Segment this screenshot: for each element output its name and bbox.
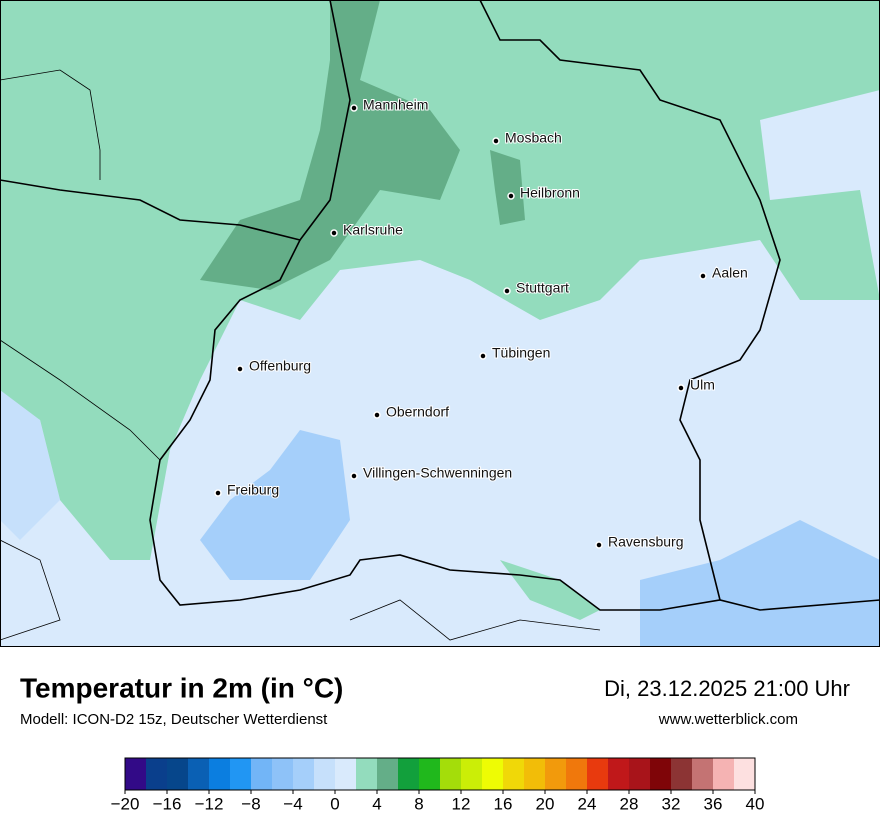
city-dot [373,411,381,419]
city-dot [214,489,222,497]
city-label: Offenburg [249,358,311,374]
colorbar-cell [314,758,336,790]
colorbar-cell [167,758,189,790]
colorbar-tick-label: 20 [536,794,555,813]
colorbar-cell [440,758,462,790]
colorbar-cell [377,758,399,790]
colorbar-tick-label: −8 [241,794,260,813]
city-label: Aalen [712,265,748,281]
colorbar-tick-label: 4 [372,794,381,813]
colorbar-tick-label: 36 [704,794,723,813]
colorbar-tick-label: 8 [414,794,423,813]
city-dot [595,541,603,549]
colorbar-cell [251,758,273,790]
colorbar-cell [209,758,231,790]
colorbar-cell [587,758,609,790]
title: Temperatur in 2m (in °C) [20,672,343,703]
city-dot [699,272,707,280]
colorbar-tick-label: 40 [746,794,765,813]
colorbar-cell [230,758,252,790]
colorbar-tick-label: 0 [330,794,339,813]
city-dot [330,229,338,237]
colorbar-tick-label: 24 [578,794,597,813]
colorbar-cell [419,758,441,790]
map [0,0,880,647]
colorbar-cell [188,758,210,790]
city-label: Heilbronn [520,185,580,201]
city-label: Mosbach [505,130,562,146]
colorbar-cell [566,758,588,790]
city-dot [479,352,487,360]
city-label: Ravensburg [608,534,684,550]
colorbar-cell [671,758,693,790]
colorbar-tick-label: 32 [662,794,681,813]
colorbar-cell [608,758,630,790]
colorbar-cell [146,758,168,790]
city-label: Oberndorf [386,404,449,420]
city-label: Ulm [690,377,715,393]
colorbar-cell [692,758,714,790]
colorbar-tick-label: 12 [452,794,471,813]
colorbar-cell [524,758,546,790]
city-label: Tübingen [492,345,550,361]
datetime: Di, 23.12.2025 21:00 Uhr [604,676,850,701]
colorbar-cell [545,758,567,790]
colorbar-cell [125,758,147,790]
city-dot [350,104,358,112]
colorbar-cell [713,758,735,790]
colorbar-cell [734,758,756,790]
city-dot [492,137,500,145]
colorbar: −20 −16 −12 −8 −4 0 4 8 12 16 20 24 28 32 36 40 [111,757,765,813]
website: www.wetterblick.com [658,711,798,728]
colorbar-tick-label: 16 [494,794,513,813]
colorbar-cell [461,758,483,790]
city-dot [677,384,685,392]
city-dot [503,287,511,295]
colorbar-tick-label: −20 [111,794,140,813]
city-dot [350,472,358,480]
colorbar-frame [124,757,756,791]
city-label: Freiburg [227,482,279,498]
colorbar-cell [503,758,525,790]
city-dot [507,192,515,200]
subtitle: Modell: ICON-D2 15z, Deutscher Wetterdie… [20,711,328,728]
colorbar-cell [293,758,315,790]
colorbar-tick-label: 28 [620,794,639,813]
colorbar-cell [629,758,651,790]
city-markers: Mannheim Mosbach Heilbronn Karlsruhe Stuttga… [214,96,749,551]
colorbar-cell [482,758,504,790]
city-label: Karlsruhe [343,222,403,238]
city-dot [236,365,244,373]
colorbar-cell [272,758,294,790]
colorbar-cell [650,758,672,790]
city-label: Villingen-Schwenningen [363,465,512,481]
colorbar-cell [398,758,420,790]
colorbar-tick-label: −16 [153,794,182,813]
colorbar-cell [335,758,357,790]
colorbar-cell [356,758,378,790]
city-label: Mannheim [363,97,428,113]
city-label: Stuttgart [516,280,569,296]
colorbar-tick-label: −4 [283,794,302,813]
colorbar-tick-label: −12 [195,794,224,813]
